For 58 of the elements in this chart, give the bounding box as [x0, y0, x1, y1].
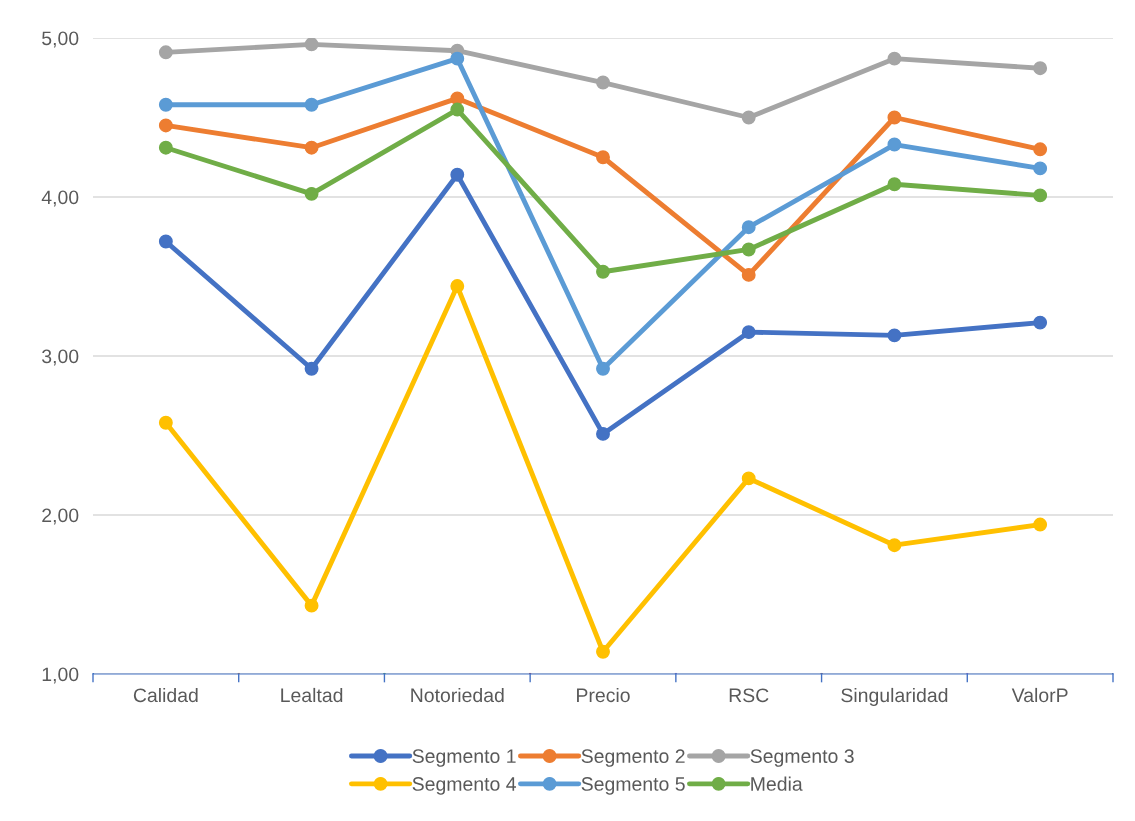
point: [887, 177, 902, 192]
point: [1033, 161, 1048, 176]
y-tick-label: 3,00: [42, 349, 79, 366]
point: [158, 118, 173, 133]
point: [1033, 517, 1048, 532]
point: [304, 140, 319, 155]
point: [450, 167, 465, 182]
point: [741, 325, 756, 340]
y-tick-label: 2,00: [42, 508, 79, 525]
point: [741, 220, 756, 235]
point: [158, 415, 173, 430]
point: [741, 110, 756, 125]
point: [304, 186, 319, 201]
legend-label: Segmento 1: [412, 749, 516, 767]
point: [450, 279, 465, 293]
legend-label: Segmento 5: [581, 777, 685, 795]
point: [887, 137, 902, 152]
x-tick-label: Precio: [577, 687, 630, 703]
x-tick-label: Lealtad: [281, 687, 343, 703]
x-tick-label: Calidad: [133, 687, 198, 703]
point: [887, 51, 902, 66]
point: [741, 471, 756, 486]
point: [741, 267, 756, 282]
point: [596, 644, 610, 659]
point: [887, 328, 902, 343]
y-tick-label: 5,00: [42, 31, 79, 48]
x-tick-label: ValorP: [1011, 687, 1068, 703]
point: [158, 97, 173, 112]
point: [596, 75, 610, 90]
legend-label: Media: [751, 776, 803, 791]
point: [158, 234, 173, 249]
point: [887, 110, 902, 125]
y-tick-label: 4,00: [41, 190, 79, 207]
x-tick-label: Notoriedad: [411, 687, 504, 703]
point: [1033, 188, 1048, 203]
x-tick-label: RSC: [729, 688, 769, 703]
point: [450, 102, 465, 117]
point: [887, 538, 902, 553]
legend-label: Segmento 3: [750, 749, 854, 767]
point: [1033, 142, 1048, 157]
point: [1033, 315, 1048, 330]
point: [450, 51, 465, 66]
point: [304, 361, 319, 376]
point: [158, 140, 173, 155]
x-tick-label: Singularidad: [841, 687, 948, 707]
point: [741, 242, 756, 257]
point: [1033, 61, 1048, 76]
point: [304, 598, 319, 613]
y-tick-label: 1,00: [42, 667, 79, 684]
point: [304, 38, 319, 52]
point: [158, 45, 173, 60]
point: [596, 361, 610, 376]
point: [596, 426, 610, 441]
legend-label: Segmento 4: [412, 777, 516, 795]
point: [596, 264, 610, 279]
legend-label: Segmento 2: [581, 749, 685, 767]
point: [596, 150, 610, 165]
point: [304, 97, 319, 112]
